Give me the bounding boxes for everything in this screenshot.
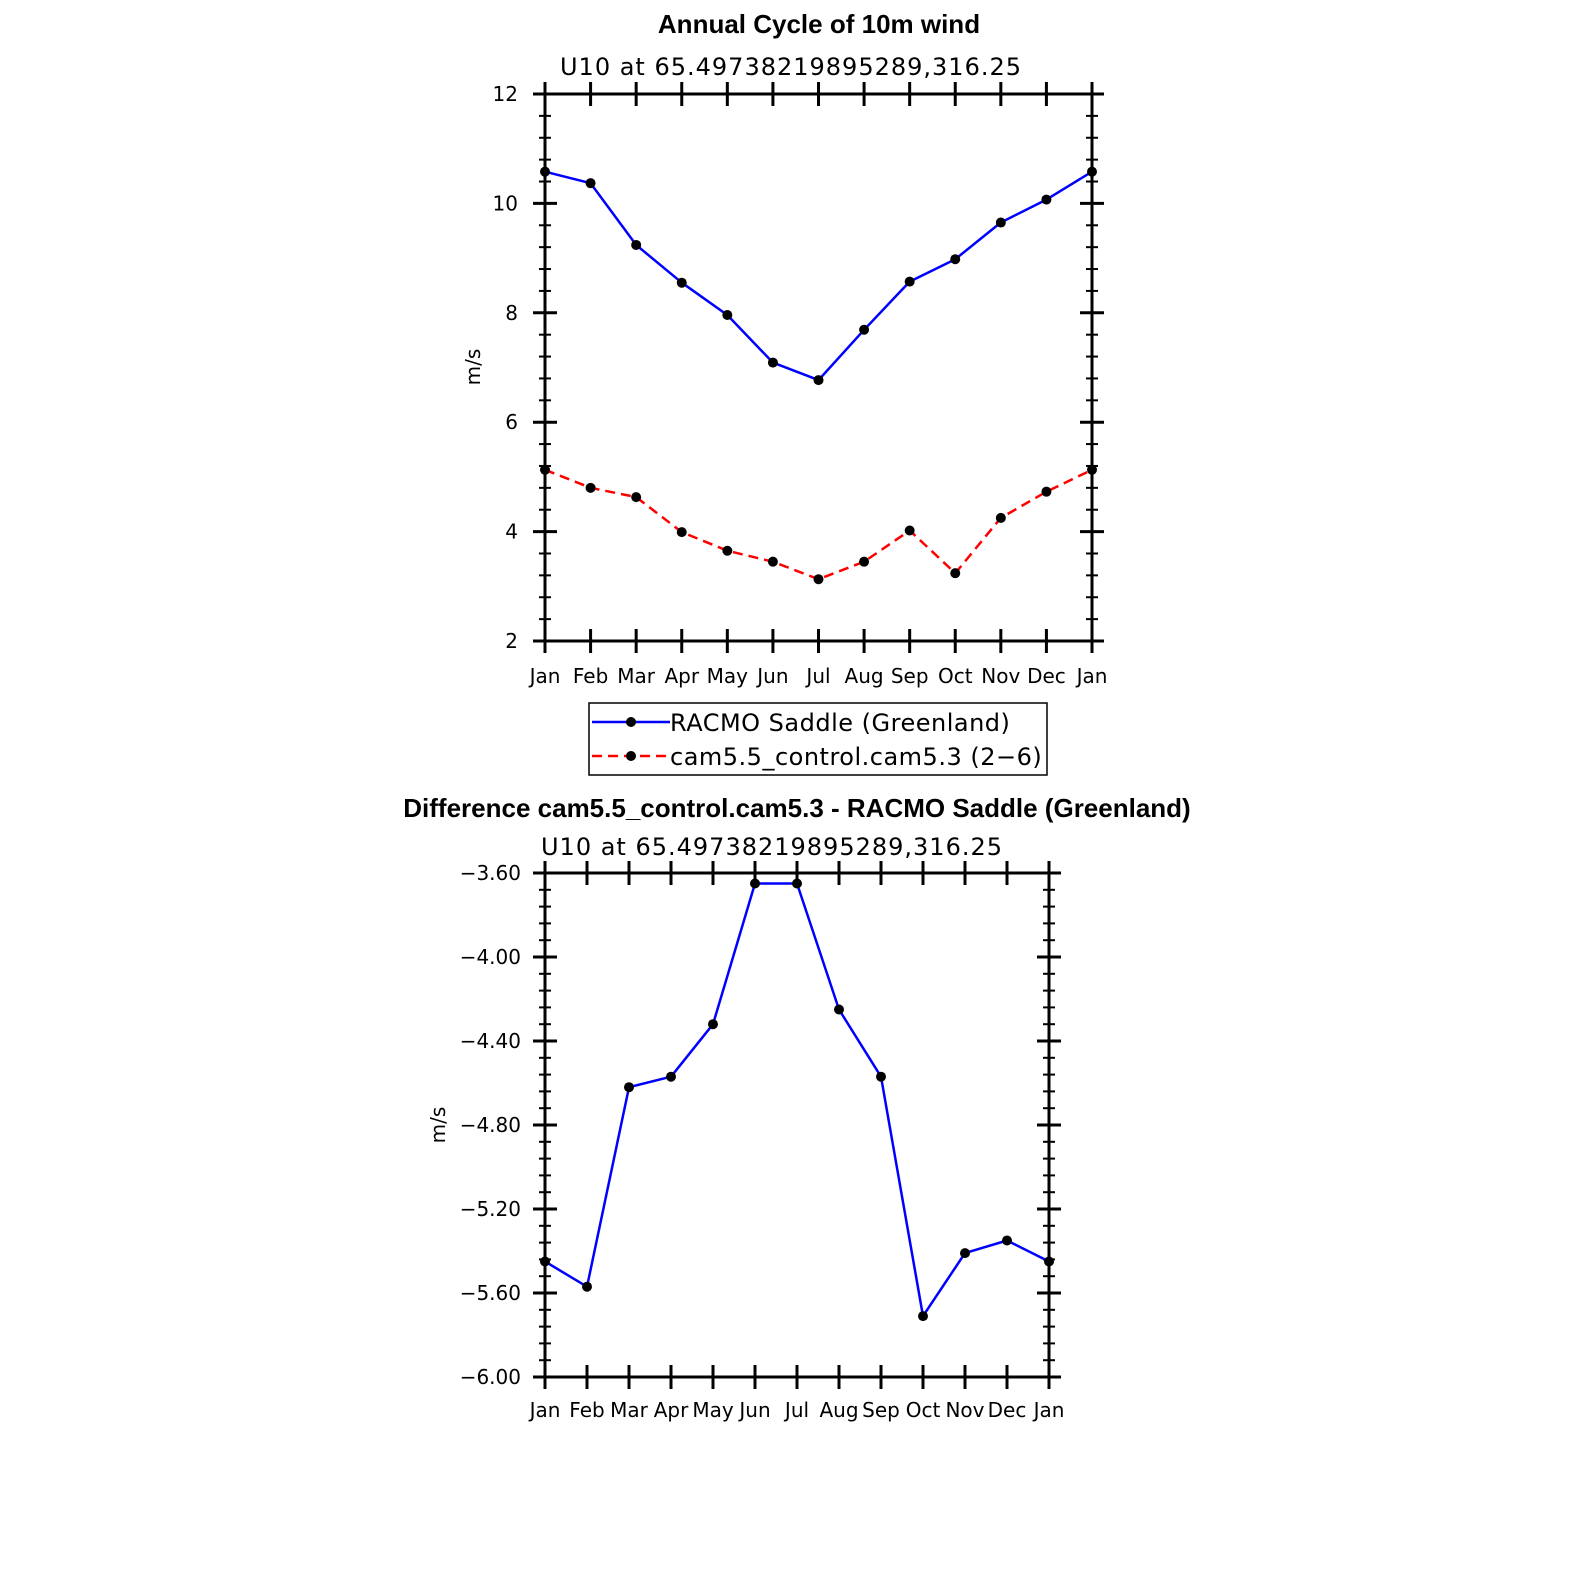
- legend: RACMO Saddle (Greenland) cam5.5_control.…: [588, 702, 1048, 776]
- x-tick-label: Nov: [945, 1398, 984, 1422]
- chart-title: Difference cam5.5_control.cam5.3 - RACMO…: [403, 793, 1190, 823]
- x-tick-label: Oct: [938, 664, 973, 688]
- x-tick-label: Jun: [737, 1398, 770, 1422]
- x-tick-label: Dec: [988, 1398, 1027, 1422]
- legend-label-cam: cam5.5_control.cam5.3 (2−6): [670, 743, 1042, 771]
- data-point: [582, 1281, 592, 1292]
- series-line: [544, 882, 1050, 1318]
- y-tick-label: −4.80: [460, 1113, 521, 1137]
- y-axis-label: m/s: [461, 349, 485, 386]
- data-point: [666, 1071, 676, 1082]
- data-point: [624, 1082, 634, 1093]
- data-point: [876, 1071, 886, 1082]
- y-tick-label: −5.60: [460, 1281, 521, 1305]
- x-tick-label: Aug: [819, 1398, 858, 1422]
- y-tick-label: 6: [505, 410, 518, 434]
- data-point: [813, 574, 824, 585]
- data-point: [767, 556, 778, 567]
- x-tick-label: Dec: [1027, 664, 1066, 688]
- y-axis-label: m/s: [426, 1107, 450, 1144]
- data-point: [950, 568, 961, 579]
- x-tick-label: Jun: [755, 664, 788, 688]
- x-tick-label: May: [707, 664, 749, 688]
- chart-title: Annual Cycle of 10m wind: [658, 9, 980, 39]
- data-point: [585, 482, 596, 493]
- data-point: [750, 878, 760, 889]
- data-point: [676, 277, 687, 288]
- x-tick-label: Jan: [528, 1398, 561, 1422]
- x-tick-label: Apr: [654, 1398, 689, 1422]
- y-tick-label: 2: [505, 629, 518, 653]
- y-tick-label: 8: [505, 301, 518, 325]
- data-point: [631, 492, 642, 503]
- x-tick-label: May: [692, 1398, 734, 1422]
- y-tick-label: −4.00: [460, 945, 521, 969]
- y-tick-label: 12: [493, 82, 518, 106]
- data-point: [1002, 1235, 1012, 1246]
- data-point: [859, 556, 870, 567]
- x-tick-label: Sep: [891, 664, 929, 688]
- legend-marker-cam: [626, 751, 636, 761]
- chart-subtitle: U10 at 65.49738219895289,316.25: [560, 53, 1022, 81]
- data-point: [767, 357, 778, 368]
- data-point: [1041, 486, 1052, 497]
- annual-cycle-chart: Annual Cycle of 10m wind U10 at 65.49738…: [461, 9, 1108, 776]
- plot-frame: [543, 871, 1051, 1379]
- y-tick-label: −5.20: [460, 1197, 521, 1221]
- data-point: [1041, 194, 1052, 205]
- y-tick-label: 10: [493, 191, 518, 215]
- series-line: [544, 468, 1093, 581]
- x-tick-label: Mar: [610, 1398, 649, 1422]
- x-tick-label: Mar: [617, 664, 656, 688]
- x-tick-label: Nov: [981, 664, 1020, 688]
- data-point: [918, 1311, 928, 1322]
- data-point: [722, 545, 733, 556]
- data-point: [631, 239, 642, 250]
- data-point: [813, 375, 824, 386]
- plot-frame: [543, 92, 1094, 643]
- legend-label-racmo: RACMO Saddle (Greenland): [670, 709, 1010, 737]
- y-tick-label: −4.40: [460, 1029, 521, 1053]
- x-tick-label: Oct: [906, 1398, 941, 1422]
- difference-chart: Difference cam5.5_control.cam5.3 - RACMO…: [403, 793, 1190, 1422]
- legend-marker-racmo: [626, 717, 636, 727]
- data-point: [904, 276, 915, 287]
- data-point: [676, 527, 687, 538]
- x-tick-label: Jul: [804, 664, 830, 688]
- x-tick-label: Apr: [664, 664, 699, 688]
- axis-ticks: Jan Feb Mar Apr May Jun Jul Aug Sep Oct Nov Dec Jan−…: [460, 861, 1065, 1422]
- x-tick-label: Aug: [845, 664, 884, 688]
- x-tick-label: Sep: [862, 1398, 900, 1422]
- chart-subtitle: U10 at 65.49738219895289,316.25: [541, 833, 1003, 861]
- y-tick-label: −3.60: [460, 861, 521, 885]
- data-point: [950, 254, 961, 265]
- x-tick-label: Feb: [573, 664, 608, 688]
- legend-box: [588, 702, 1048, 776]
- data-point: [995, 512, 1006, 523]
- data-point: [859, 324, 870, 335]
- y-tick-label: 4: [505, 520, 518, 544]
- axis-ticks: Jan Feb Mar Apr May Jun Jul Aug Sep Oct Nov Dec Jan 2…: [493, 82, 1108, 688]
- x-tick-label: Jan: [1075, 664, 1108, 688]
- y-tick-label: −6.00: [460, 1365, 521, 1389]
- x-tick-label: Feb: [569, 1398, 604, 1422]
- data-point: [722, 309, 733, 320]
- series-group: [540, 166, 1097, 585]
- x-tick-label: Jan: [1032, 1398, 1065, 1422]
- series-group: [540, 878, 1054, 1322]
- series-line: [544, 170, 1093, 382]
- data-point: [904, 525, 915, 536]
- data-point: [960, 1248, 970, 1259]
- x-tick-label: Jul: [783, 1398, 809, 1422]
- x-tick-label: Jan: [528, 664, 561, 688]
- data-point: [792, 878, 802, 889]
- data-point: [585, 178, 596, 189]
- data-point: [995, 217, 1006, 228]
- data-point: [834, 1004, 844, 1015]
- data-point: [708, 1019, 718, 1030]
